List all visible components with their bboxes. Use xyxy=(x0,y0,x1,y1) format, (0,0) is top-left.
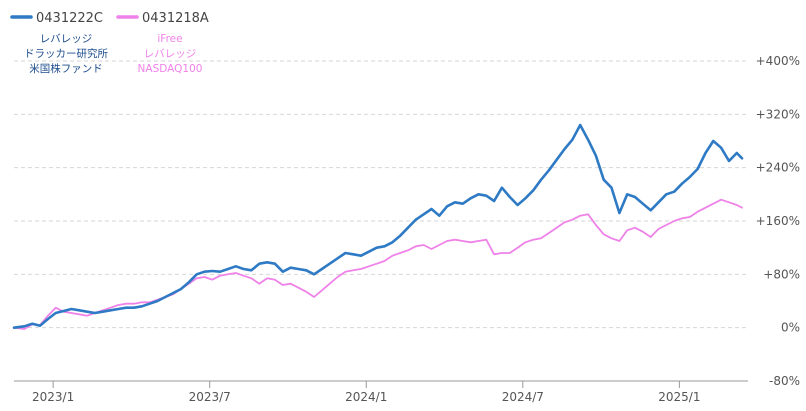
y-tick-label: +400% xyxy=(756,54,800,68)
x-tick-label: 2024/1 xyxy=(345,390,387,404)
y-tick-label: +240% xyxy=(756,161,800,175)
x-tick-label: 2025/1 xyxy=(658,390,700,404)
gridlines xyxy=(14,60,748,329)
legend-code: 0431218A xyxy=(142,11,209,26)
series-line-0431222C xyxy=(12,123,744,329)
y-tick-label: 0% xyxy=(781,321,800,335)
x-axis xyxy=(14,380,748,388)
legend[interactable]: 0431222Cレバレッジドラッカー研究所米国株ファンド0431218AiFre… xyxy=(10,11,209,75)
y-axis-labels: +400% +320% +240% +160% +80% 0% -80% xyxy=(756,54,800,388)
y-tick-label: -80% xyxy=(769,374,800,388)
legend-code: 0431222C xyxy=(36,11,103,26)
x-axis-labels: 2023/1 2023/7 2024/1 2024/7 2025/1 xyxy=(32,390,700,404)
y-tick-label: +160% xyxy=(756,214,800,228)
legend-name-line: レバレッジ xyxy=(144,48,197,60)
x-tick-label: 2024/7 xyxy=(502,390,544,404)
legend-name-line: レバレッジ xyxy=(40,33,93,45)
x-tick-label: 2023/1 xyxy=(32,390,74,404)
legend-name-line: ドラッカー研究所 xyxy=(24,47,108,60)
legend-name-line: NASDAQ100 xyxy=(138,63,203,75)
x-tick-label: 2023/7 xyxy=(189,390,231,404)
series-lines xyxy=(12,123,744,330)
legend-name-line: iFree xyxy=(157,33,182,45)
legend-name-line: 米国株ファンド xyxy=(29,62,103,75)
y-tick-label: +320% xyxy=(756,107,800,121)
y-tick-label: +80% xyxy=(763,267,800,281)
legend-item-0431218A[interactable]: 0431218A iFree レバレッジ NASDAQ100 xyxy=(116,11,209,75)
series-line-0431218A xyxy=(13,198,743,330)
